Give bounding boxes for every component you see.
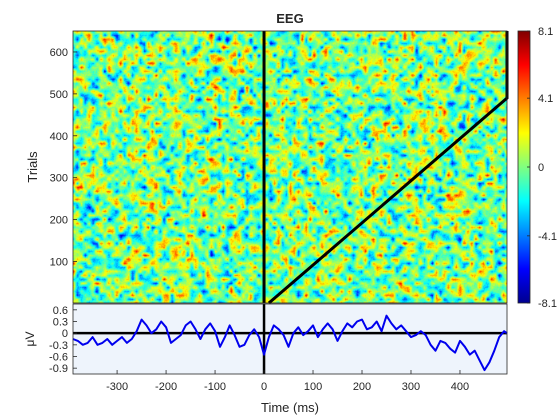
erp-y-tick-label: 0.6 bbox=[53, 305, 68, 317]
heatmap-y-tick-label: 500 bbox=[50, 89, 68, 101]
colorbar-tick-label: 4.1 bbox=[538, 93, 553, 105]
erp-y-tick-label: -0.3 bbox=[49, 340, 68, 352]
chart-title: EEG bbox=[276, 11, 303, 26]
erp-y-tick-label: -0.9 bbox=[49, 363, 68, 375]
heatmap-axes-frame bbox=[72, 30, 508, 304]
heatmap-y-ticks: 100 200 300 400 500 600 bbox=[50, 47, 77, 269]
erp-x-tick-label: 200 bbox=[353, 381, 371, 393]
colorbar-tick-label: -4.1 bbox=[538, 231, 557, 243]
erp-x-tick-label: -200 bbox=[155, 381, 177, 393]
heatmap-y-tick-label: 600 bbox=[50, 47, 68, 59]
erp-axes-background bbox=[73, 304, 507, 374]
erp-x-tick-label: -100 bbox=[204, 381, 226, 393]
colorbar-tick-label: 0 bbox=[538, 162, 544, 174]
erp-x-ticks: -300 -200 -100 0 100 200 300 400 bbox=[106, 370, 469, 393]
erp-x-tick-label: 300 bbox=[402, 381, 420, 393]
erp-image-heatmap bbox=[73, 31, 507, 303]
erp-y-tick-label: 0.3 bbox=[53, 317, 68, 329]
erp-x-tick-label: 0 bbox=[261, 381, 267, 393]
erp-plot bbox=[72, 304, 508, 374]
heatmap-y-tick-label: 200 bbox=[50, 215, 68, 227]
heatmap-overlay bbox=[262, 31, 509, 305]
reaction-time-line bbox=[267, 31, 509, 305]
erp-y-tick-label: 0 bbox=[62, 328, 68, 340]
colorbar-ticks: 8.1 4.1 0 -4.1 -8.1 bbox=[527, 26, 557, 310]
heatmap-y-tick-label: 100 bbox=[50, 257, 68, 269]
erp-axes-frame bbox=[72, 303, 508, 375]
erp-x-tick-label: 100 bbox=[304, 381, 322, 393]
erp-x-tick-label: 400 bbox=[451, 381, 469, 393]
erp-y-ticks: 0.60.30-0.3-0.6-0.9 bbox=[49, 305, 77, 375]
colorbar-tick-label: -8.1 bbox=[538, 298, 557, 310]
heatmap-y-tick-label: 400 bbox=[50, 131, 68, 143]
colorbar-tick-label: 8.1 bbox=[538, 26, 553, 38]
erp-x-tick-label: -300 bbox=[106, 381, 128, 393]
erp-x-axis-label: Time (ms) bbox=[261, 400, 319, 415]
erp-y-tick-label: -0.6 bbox=[49, 352, 68, 364]
heatmap-y-axis-label: Trials bbox=[25, 151, 40, 183]
erp-y-axis-label: μV bbox=[23, 332, 37, 347]
erp-series-line bbox=[72, 314, 508, 372]
heatmap-y-tick-label: 300 bbox=[50, 173, 68, 185]
